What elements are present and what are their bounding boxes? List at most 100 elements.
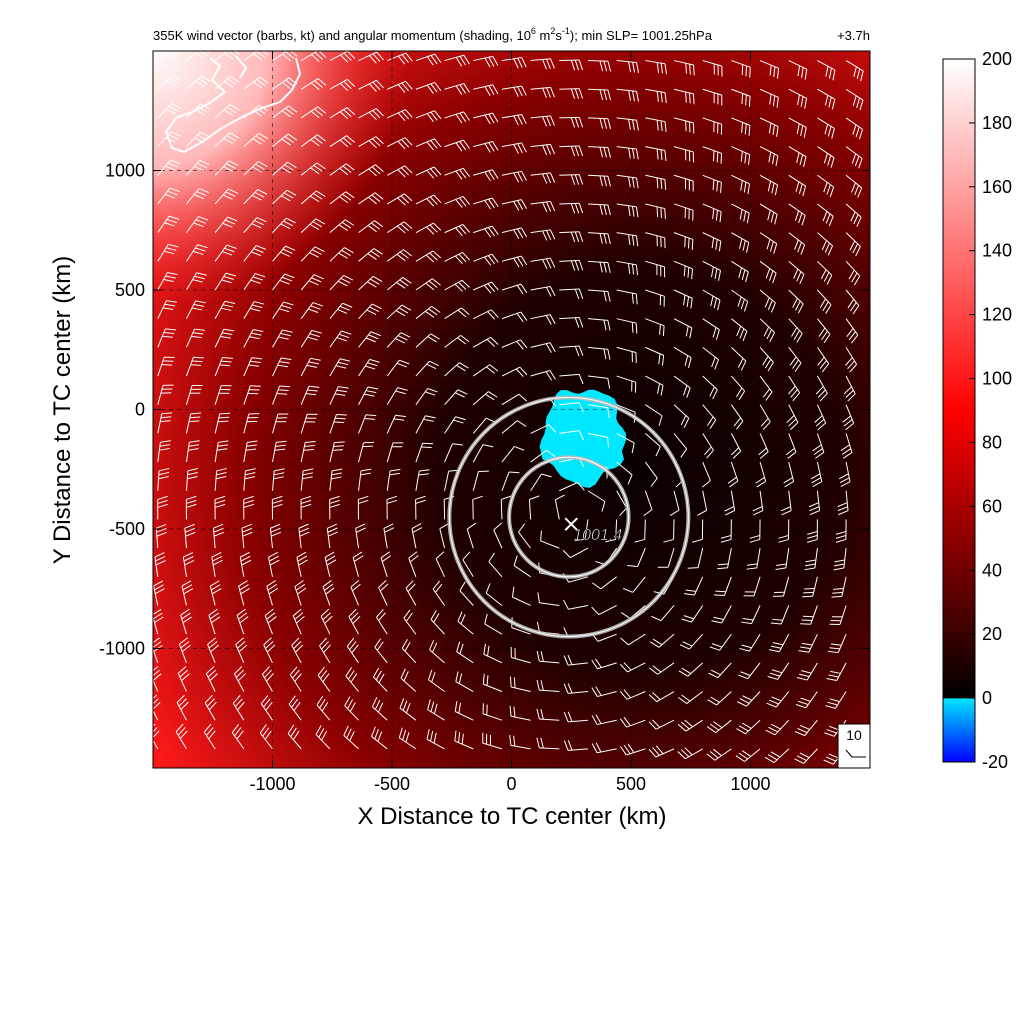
wind-barb-feather <box>710 266 714 278</box>
wind-barb <box>673 289 693 299</box>
wind-barb-feather <box>632 177 635 188</box>
wind-barb-feather <box>186 503 197 508</box>
wind-barb <box>530 473 542 492</box>
wind-barb <box>788 117 807 128</box>
wind-barb-feather <box>402 729 407 741</box>
wind-barb-feather <box>346 107 356 115</box>
wind-barb-feather <box>636 91 639 102</box>
wind-barb-feather <box>171 103 182 109</box>
wind-barb <box>426 738 445 750</box>
wind-barb <box>454 740 474 750</box>
wind-barb-feather <box>375 670 382 681</box>
wind-barb-feather <box>562 549 571 558</box>
wind-barb <box>843 548 847 569</box>
wind-barb-feather <box>463 54 470 65</box>
wind-barb-feather <box>415 499 426 504</box>
wind-barb-feather <box>197 244 208 249</box>
wind-barb-feather <box>316 162 326 170</box>
wind-barb-feather <box>742 240 746 251</box>
wind-barb-feather <box>292 608 302 617</box>
wind-barb-feather <box>254 220 265 226</box>
wind-barb <box>456 651 474 664</box>
wind-barb-feather <box>225 163 236 169</box>
wind-barb-feather <box>318 51 327 58</box>
y-tick-label: 500 <box>115 280 145 300</box>
wind-barb-feather <box>273 472 285 476</box>
wind-barb-feather <box>808 502 819 508</box>
wind-barb-feather <box>300 495 312 500</box>
wind-barb-feather <box>570 146 576 157</box>
wind-barb <box>559 402 580 406</box>
wind-barb-feather <box>313 164 323 172</box>
wind-barb-feather <box>739 328 745 339</box>
wind-barb-feather <box>317 666 325 676</box>
wind-barb-feather <box>741 750 752 757</box>
wind-barb-feather <box>213 531 224 537</box>
wind-barb-feather <box>607 378 611 389</box>
wind-barb <box>759 88 779 98</box>
wind-barb-feather <box>549 286 556 297</box>
wind-barb-feather <box>740 360 747 371</box>
wind-barb-feather <box>599 261 603 273</box>
wind-barb-feather <box>824 95 829 106</box>
wind-barb-feather <box>159 448 170 451</box>
wind-barb <box>673 146 694 153</box>
wind-barb <box>559 145 580 148</box>
wind-barb <box>816 490 821 511</box>
wind-barb-feather <box>656 177 659 189</box>
wind-barb <box>272 385 281 405</box>
wind-barb-feather <box>224 81 234 88</box>
wind-barb-feather <box>157 499 168 504</box>
wind-barb-feather <box>456 641 461 652</box>
wind-barb <box>817 88 836 100</box>
wind-barb <box>415 81 435 90</box>
wind-barb-feather <box>567 683 573 694</box>
wind-barb-feather <box>309 333 320 338</box>
wind-barb-feather <box>426 113 434 123</box>
wind-barb-feather <box>567 740 573 751</box>
wind-barb-feather <box>285 245 296 251</box>
wind-barb-feather <box>457 389 468 395</box>
wind-barb-feather <box>315 218 325 225</box>
wind-barb <box>749 633 761 652</box>
wind-barb <box>501 227 522 234</box>
wind-barb-feather <box>810 473 821 480</box>
wind-barb-feather <box>198 216 209 221</box>
wind-barb <box>473 112 493 119</box>
wind-barb-feather <box>262 666 270 675</box>
wind-barb <box>415 194 435 205</box>
wind-barb <box>673 117 694 124</box>
wind-barb-feather <box>265 641 274 649</box>
wind-barb-feather <box>800 646 811 650</box>
wind-barb <box>702 146 722 154</box>
wind-barb-feather <box>546 58 551 70</box>
wind-barb <box>702 260 721 271</box>
wind-barb-feather <box>521 85 527 96</box>
wind-barb-feather <box>345 667 353 677</box>
wind-barb <box>157 159 171 176</box>
wind-barb-feather <box>433 138 442 148</box>
wind-barb-feather <box>717 563 729 566</box>
wind-barb <box>511 686 531 693</box>
wind-barb-feather <box>430 140 438 149</box>
wind-barb-feather <box>770 622 782 625</box>
wind-barb-feather <box>463 139 470 149</box>
wind-barb-feather <box>208 608 218 616</box>
wind-barb-feather <box>845 389 854 398</box>
wind-barb-feather <box>740 671 751 676</box>
wind-barb <box>415 166 435 176</box>
wind-barb-feather <box>244 472 256 476</box>
wind-barb-feather <box>281 138 291 146</box>
wind-barb-feather <box>405 612 413 622</box>
wind-barb-feather <box>492 169 499 179</box>
wind-barb-feather <box>622 587 633 593</box>
wind-barb <box>645 260 665 268</box>
wind-barb <box>845 60 864 72</box>
wind-barb-feather <box>459 643 464 655</box>
wind-barb-feather <box>263 698 271 708</box>
wind-barb-feather <box>819 298 826 309</box>
wind-barb-feather <box>804 587 815 590</box>
wind-barb-feather <box>848 331 856 341</box>
wind-barb-feather <box>188 420 200 423</box>
wind-barb <box>415 110 435 119</box>
